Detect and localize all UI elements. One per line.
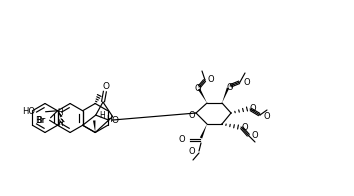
Text: O: O <box>189 111 195 120</box>
Text: O: O <box>208 74 215 83</box>
Text: O: O <box>112 116 119 125</box>
Polygon shape <box>93 120 96 132</box>
Text: O: O <box>227 83 233 92</box>
Text: Br: Br <box>36 116 46 125</box>
Text: H: H <box>106 115 112 124</box>
Text: HO: HO <box>23 107 35 116</box>
Text: Br: Br <box>35 116 45 125</box>
Polygon shape <box>222 88 229 103</box>
Text: O: O <box>250 103 257 113</box>
Text: O: O <box>188 148 195 156</box>
Text: H: H <box>58 108 63 117</box>
Text: O: O <box>178 135 185 144</box>
Polygon shape <box>198 88 207 103</box>
Text: O: O <box>252 132 259 141</box>
Text: O: O <box>243 77 250 86</box>
Text: O: O <box>195 83 201 93</box>
Polygon shape <box>58 111 63 117</box>
Polygon shape <box>200 124 207 139</box>
Text: H: H <box>58 119 63 128</box>
Text: O: O <box>263 112 270 121</box>
Text: O: O <box>102 82 109 91</box>
Text: O: O <box>241 122 248 132</box>
Text: H: H <box>99 111 104 120</box>
